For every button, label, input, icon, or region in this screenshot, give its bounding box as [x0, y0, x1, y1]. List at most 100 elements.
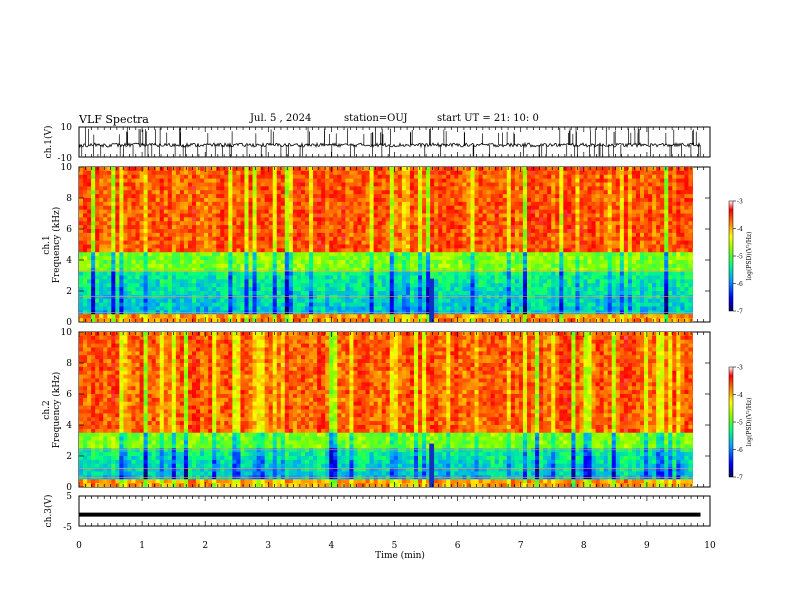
spectrogram-cell	[635, 209, 641, 214]
spectrogram-cell	[83, 248, 88, 253]
spectrogram-cell	[192, 256, 197, 261]
spectrogram-cell	[244, 248, 249, 253]
spectrogram-cell	[648, 225, 653, 230]
spectrogram-cell	[196, 240, 201, 245]
spectrogram-cell	[409, 252, 415, 257]
spectrogram-cell	[175, 248, 181, 253]
spectrogram-cell	[159, 279, 165, 284]
spectrogram-cell	[426, 186, 431, 191]
spectrogram-cell	[571, 248, 576, 253]
spectrogram-cell	[256, 260, 262, 265]
spectrogram-cell	[531, 209, 536, 214]
spectrogram-cell	[377, 186, 383, 191]
spectrogram-cell	[83, 225, 88, 230]
spectrogram-cell	[220, 260, 225, 265]
spectrogram-cell	[623, 283, 629, 288]
spectrogram-cell	[692, 279, 693, 284]
spectrogram-cell	[167, 167, 173, 172]
spectrogram-cell	[228, 182, 233, 187]
spectrogram-cell	[446, 248, 451, 253]
spectrogram-cell	[107, 167, 112, 172]
spectrogram-cell	[397, 213, 403, 218]
spectrogram-cell	[567, 217, 572, 222]
spectrogram-cell	[163, 221, 169, 226]
spectrogram-cell	[167, 240, 173, 245]
spectrogram-cell	[179, 244, 185, 249]
spectrogram-cell	[381, 275, 387, 280]
spectrogram-cell	[192, 213, 197, 218]
spectrogram-cell	[413, 194, 419, 199]
spectrogram-cell	[240, 263, 245, 269]
spectrogram-cell	[599, 186, 605, 191]
spectrogram-cell	[276, 260, 282, 265]
spectrogram-cell	[264, 194, 270, 199]
spectrogram-cell	[365, 279, 370, 284]
spectrogram-cell	[567, 221, 572, 226]
spectrogram-cell	[305, 260, 310, 265]
spectrogram-cell	[587, 198, 592, 203]
spectrogram-cell	[635, 221, 641, 226]
spectrogram-cell	[244, 279, 249, 284]
spectrogram-cell	[333, 252, 338, 257]
spectrogram-cell	[466, 186, 471, 191]
spectrogram-cell	[196, 170, 201, 176]
spectrogram-cell	[155, 263, 161, 269]
spectrogram-cell	[680, 170, 685, 176]
spectrogram-cell	[438, 186, 443, 191]
spectrogram-cell	[224, 217, 229, 222]
spectrogram-cell	[292, 240, 298, 245]
spectrogram-cell	[648, 178, 653, 183]
spectrogram-cell	[506, 260, 512, 265]
spectrogram-cell	[470, 198, 475, 203]
spectrogram-cell	[240, 198, 245, 203]
spectrogram-cell	[502, 178, 508, 183]
spectrogram-cell	[466, 209, 471, 214]
spectrogram-cell	[656, 221, 661, 226]
spectrogram-cell	[361, 244, 366, 249]
spectrogram-cell	[187, 209, 193, 214]
spectrogram-cell	[583, 178, 588, 183]
spectrogram-cell	[139, 201, 144, 207]
spectrogram-cell	[587, 287, 592, 292]
spectrogram-cell	[583, 170, 588, 176]
spectrogram-cell	[268, 283, 274, 288]
spectrogram-cell	[143, 205, 149, 211]
spectrogram-cell	[256, 194, 262, 199]
spectrogram-cell	[107, 209, 112, 214]
spectrogram-cell	[401, 267, 407, 273]
spectrogram-cell	[583, 182, 588, 187]
spectrogram-cell	[256, 287, 262, 292]
spectrogram-cell	[446, 240, 451, 245]
spectrogram-cell	[224, 275, 229, 280]
spectrogram-cell	[454, 190, 459, 195]
spectrogram-cell	[623, 232, 629, 238]
spectrogram-cell	[583, 271, 588, 276]
spectrogram-cell	[200, 209, 205, 214]
spectrogram-cell	[587, 170, 592, 176]
spectrogram-cell	[502, 225, 508, 230]
spectrogram-cell	[377, 201, 383, 207]
spectrogram-cell	[236, 198, 241, 203]
spectrogram-cell	[551, 229, 556, 234]
spectrogram-cell	[474, 178, 479, 183]
spectrogram-cell	[272, 244, 278, 249]
spectrogram-cell	[535, 244, 540, 249]
spectrogram-cell	[631, 186, 637, 191]
spectrogram-cell	[474, 209, 479, 214]
spectrogram-cell	[220, 213, 225, 218]
spectrogram-cell	[143, 291, 149, 296]
spectrogram-cell	[268, 198, 274, 203]
spectrogram-cell	[159, 170, 165, 176]
spectrogram-cell	[337, 205, 342, 211]
spectrogram-cell	[200, 190, 205, 195]
spectrogram-cell	[204, 267, 209, 273]
spectrogram-cell	[260, 240, 266, 245]
spectrogram-cell	[426, 167, 431, 172]
spectrogram-cell	[228, 194, 233, 199]
spectrogram-cell	[200, 252, 205, 257]
spectrogram-cell	[583, 229, 588, 234]
spectrogram-cell	[337, 240, 342, 245]
spectrogram-cell	[599, 283, 605, 288]
spectrogram-cell	[531, 190, 536, 195]
spectrogram-cell	[284, 260, 290, 265]
